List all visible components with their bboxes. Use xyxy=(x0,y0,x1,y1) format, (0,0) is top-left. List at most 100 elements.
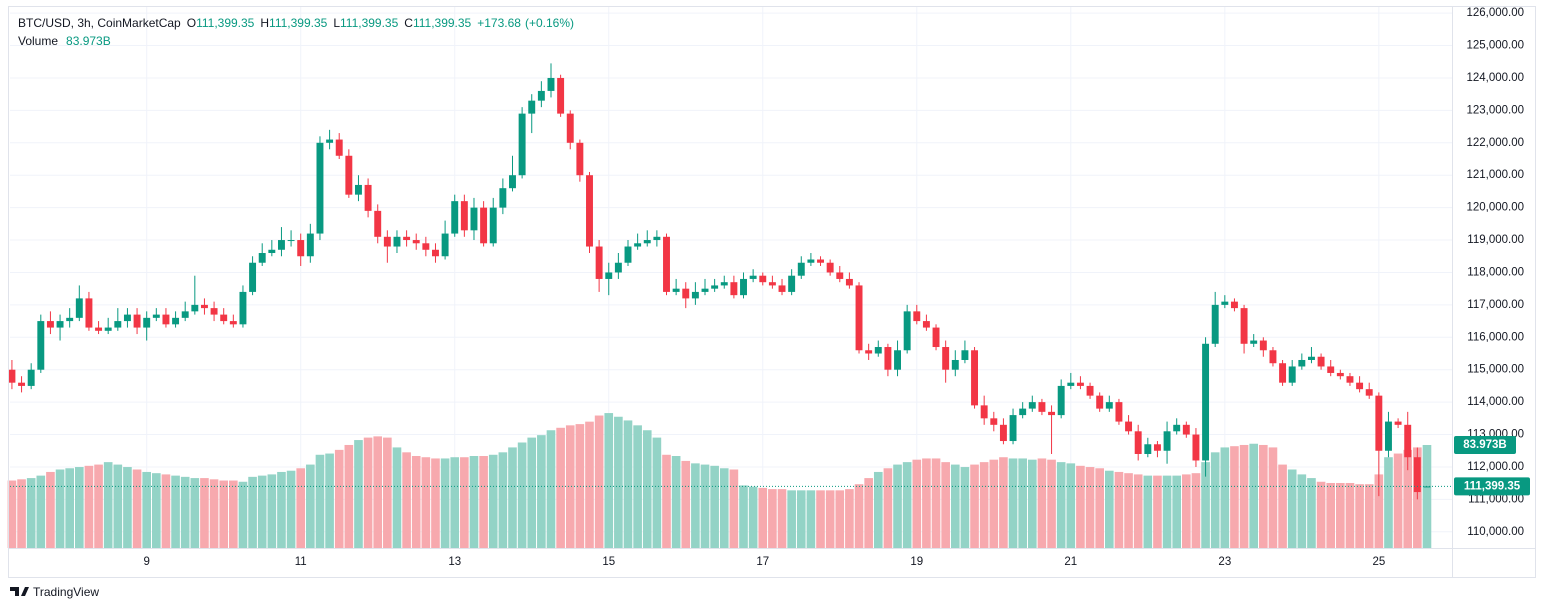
candle-body xyxy=(1202,343,1210,461)
candle-body xyxy=(807,259,815,263)
candle-body xyxy=(1336,372,1344,377)
candle-body xyxy=(1327,366,1335,373)
volume-bar xyxy=(710,465,719,548)
candle-body xyxy=(412,240,420,244)
candle-body xyxy=(1048,411,1056,416)
candle-body xyxy=(374,210,382,237)
candle-body xyxy=(451,201,459,234)
volume-bar xyxy=(796,490,806,548)
volume-bar xyxy=(816,490,825,548)
volume-bar xyxy=(1037,458,1047,548)
volume-bar xyxy=(1287,469,1297,548)
candle-body xyxy=(46,321,54,328)
volume-bar xyxy=(103,462,113,548)
ohlc-value: 111,399.35 xyxy=(196,16,255,30)
candle-body xyxy=(1375,395,1383,451)
candle-body xyxy=(480,207,488,244)
candle-body xyxy=(326,139,334,143)
volume-bar xyxy=(94,464,103,548)
candle-body xyxy=(701,288,709,292)
volume-bar xyxy=(1278,464,1287,548)
volume-bar xyxy=(354,440,363,548)
candle-body xyxy=(383,236,391,247)
candle-body xyxy=(1230,301,1238,309)
volume-bar xyxy=(999,457,1008,548)
candle-body xyxy=(836,272,844,279)
volume-bar xyxy=(1047,459,1056,548)
frame xyxy=(8,6,1536,578)
volume-bar xyxy=(1210,452,1220,548)
candle-body xyxy=(489,207,497,244)
candle-body xyxy=(287,240,295,242)
candle-body xyxy=(27,369,35,386)
change: +173.68 xyxy=(477,16,521,30)
change-pct: (+0.16%) xyxy=(525,16,574,30)
candle-body xyxy=(355,184,362,195)
ohlc-key: O xyxy=(187,16,196,30)
candle-body xyxy=(249,262,257,292)
volume-bar xyxy=(132,469,142,548)
ohlc-value: 111,399.35 xyxy=(340,16,399,30)
volume-bar xyxy=(508,447,517,548)
volume-bar xyxy=(614,416,623,548)
candle-body xyxy=(1163,431,1171,451)
candle-body xyxy=(306,233,314,257)
x-tick-label: 25 xyxy=(1372,556,1385,568)
candle-body xyxy=(277,240,285,250)
candle-body xyxy=(75,298,83,318)
candle-body xyxy=(691,291,699,299)
volume-bar xyxy=(1191,473,1201,548)
volume-bar xyxy=(777,489,787,548)
x-tick-label: 17 xyxy=(756,556,769,568)
candle-body xyxy=(1125,421,1133,432)
volume-bar xyxy=(200,478,209,548)
candle-body xyxy=(884,347,892,370)
volume-bar xyxy=(161,474,171,548)
volume-bar xyxy=(748,486,758,548)
candle-body xyxy=(8,369,16,383)
candle-body xyxy=(441,233,449,257)
volume-bar xyxy=(46,471,55,548)
y-tick-label: 120,000.00 xyxy=(1466,202,1524,214)
volume-legend: Volume 83.973B xyxy=(18,34,111,48)
volume-bar xyxy=(248,476,257,548)
volume-bar xyxy=(277,471,286,548)
candle-body xyxy=(595,246,603,279)
volume-bar xyxy=(1085,467,1095,548)
volume-bar xyxy=(1230,446,1239,548)
volume-bar xyxy=(546,430,556,548)
volume-bar xyxy=(970,464,979,548)
volume-bar xyxy=(768,489,777,548)
x-tick-label: 23 xyxy=(1218,556,1231,568)
volume-bar xyxy=(1316,481,1326,548)
candle-body xyxy=(1385,421,1392,451)
logo: TradingView xyxy=(10,585,99,599)
volume-tag-label: 83.973B xyxy=(1463,439,1506,451)
candle-body xyxy=(18,382,26,386)
volume-bar xyxy=(950,464,960,548)
volume-bar xyxy=(1095,468,1104,548)
volume-bar xyxy=(402,452,411,548)
candle-body xyxy=(672,288,680,292)
candle-body xyxy=(586,175,593,247)
volume-bar xyxy=(315,454,325,548)
candle-body xyxy=(1028,402,1036,409)
candle-body xyxy=(547,77,555,91)
volume-bar xyxy=(1172,475,1182,548)
x-tick-label: 21 xyxy=(1064,556,1077,568)
candle-body xyxy=(845,278,853,286)
volume-bar xyxy=(873,471,883,548)
candle-body xyxy=(364,184,372,211)
candle-body xyxy=(643,240,651,244)
candle-body xyxy=(932,327,940,348)
candle-body xyxy=(865,350,873,354)
volume-bar xyxy=(729,469,739,548)
candle-body xyxy=(537,90,545,101)
ohlc-key: L xyxy=(333,16,340,30)
candle-body xyxy=(1134,431,1142,454)
candle-body xyxy=(1192,434,1200,461)
volume-bar xyxy=(267,474,277,548)
volume-bar xyxy=(623,420,633,548)
volume-bar xyxy=(440,458,450,548)
candles xyxy=(8,63,1452,500)
